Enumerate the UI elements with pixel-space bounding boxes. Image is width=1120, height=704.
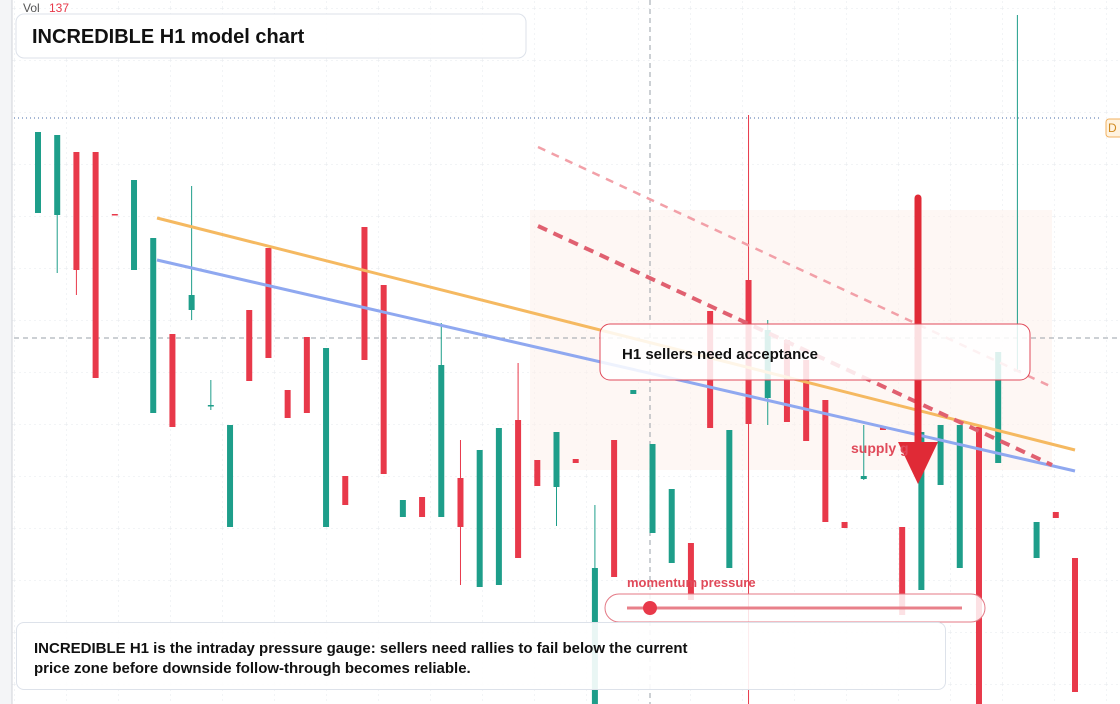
- candle-body: [284, 390, 291, 418]
- candle-body: [380, 285, 387, 474]
- candle-body: [611, 440, 618, 577]
- candle-body: [553, 432, 560, 487]
- candle-body: [73, 152, 80, 270]
- candle-body: [35, 132, 41, 213]
- candle-body: [419, 497, 426, 517]
- candle-body: [649, 444, 656, 533]
- candle-body: [515, 420, 522, 558]
- supply-label: supply g: [851, 440, 909, 456]
- candle-body: [150, 238, 157, 413]
- momentum-label: momentum pressure: [627, 575, 756, 590]
- momentum-knob: [643, 601, 657, 615]
- candle-body: [668, 489, 675, 563]
- vol-value: 137: [49, 1, 69, 15]
- candle-body: [956, 425, 963, 568]
- candle-body: [975, 427, 982, 704]
- candle-body: [841, 522, 848, 528]
- candle-body: [457, 478, 464, 527]
- candle-body: [54, 135, 61, 215]
- candle-body: [246, 310, 253, 381]
- candle-body: [572, 459, 579, 463]
- candle-body: [822, 400, 829, 522]
- candle-body: [131, 180, 138, 270]
- candle-body: [783, 340, 790, 422]
- summary-box: INCREDIBLE H1 is the intraday pressure g…: [16, 622, 946, 690]
- candle-body: [687, 543, 694, 600]
- candle-body: [860, 476, 867, 479]
- candle-body: [323, 348, 330, 527]
- candle-body: [937, 425, 944, 485]
- left-strip: [0, 0, 12, 704]
- candle-body: [495, 428, 502, 585]
- candle-body: [995, 352, 1002, 463]
- candle-body: [476, 450, 483, 587]
- vol-label: Vol: [23, 1, 40, 15]
- candle-body: [803, 360, 810, 441]
- candle-body: [111, 214, 118, 216]
- candle-body: [726, 430, 733, 568]
- candle-body: [1072, 558, 1078, 692]
- candle-body: [534, 460, 541, 486]
- candle-body: [1052, 512, 1059, 518]
- candle-body: [342, 476, 349, 505]
- candle-body: [303, 337, 310, 413]
- title: INCREDIBLE H1 model chart: [32, 26, 305, 48]
- candle-body: [207, 405, 214, 407]
- arrow-head: [898, 442, 938, 484]
- candle-body: [630, 390, 637, 394]
- candle-body: [361, 227, 368, 360]
- candle-body: [227, 425, 234, 527]
- edge-label: D: [1108, 121, 1117, 135]
- candle-body: [265, 248, 272, 358]
- trend-line-red: [537, 224, 1053, 467]
- candle-body: [169, 334, 176, 427]
- edge-label-box: [1105, 118, 1120, 138]
- acceptance-text: H1 sellers need acceptance: [622, 346, 818, 363]
- summary-text: INCREDIBLE H1 is the intraday pressure g…: [34, 640, 688, 677]
- title-box: [15, 13, 527, 59]
- candle-body: [899, 527, 906, 615]
- candle-body: [918, 432, 925, 590]
- acceptance-box: [599, 323, 1031, 381]
- candle-body: [188, 295, 195, 310]
- candle-body: [438, 365, 445, 517]
- candle-body: [92, 152, 99, 378]
- candle-body: [399, 500, 406, 517]
- candle-body: [1033, 522, 1040, 558]
